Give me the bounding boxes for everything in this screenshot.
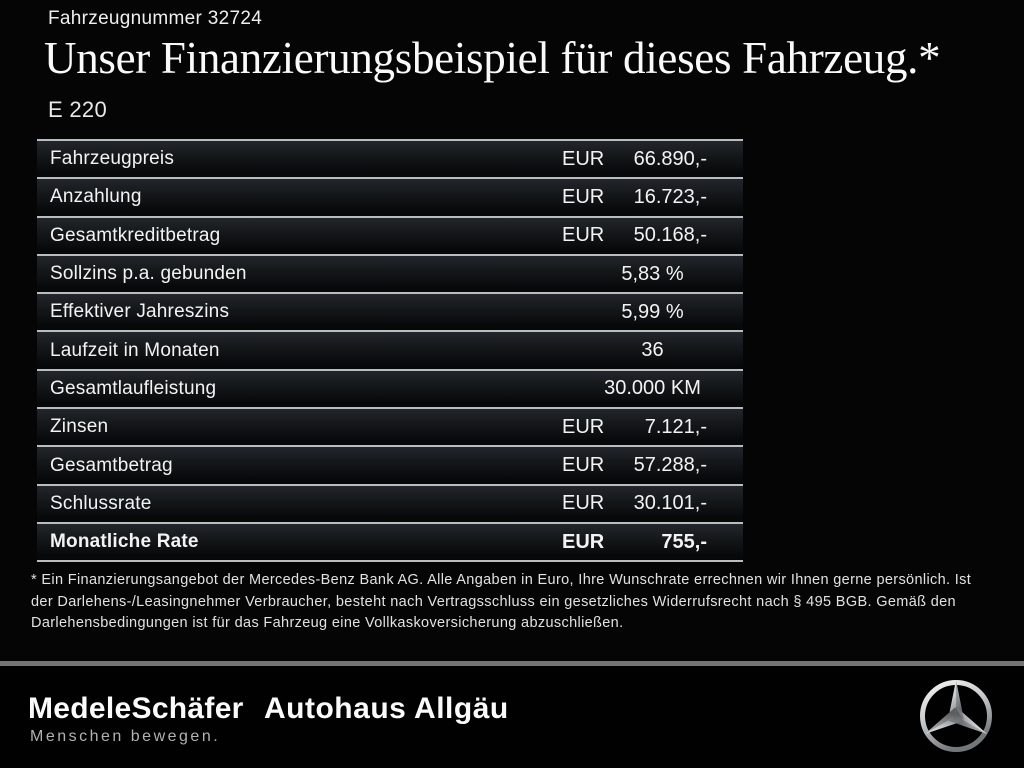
footnote: * Ein Finanzierungsangebot der Mercedes-… bbox=[31, 572, 972, 631]
currency-label: EUR bbox=[562, 185, 605, 208]
row-label: Gesamtbetrag bbox=[50, 454, 173, 476]
row-label: Sollzins p.a. gebunden bbox=[50, 263, 247, 285]
amount-value: 7.121,- bbox=[644, 415, 707, 438]
currency-label: EUR bbox=[562, 415, 605, 438]
currency-label: EUR bbox=[562, 147, 605, 170]
table-row: Schlussrate EUR 30.101,- bbox=[37, 483, 743, 522]
currency-label: EUR bbox=[562, 454, 605, 477]
row-value: EUR 57.288,- bbox=[562, 454, 707, 477]
row-label: Zinsen bbox=[50, 416, 109, 438]
table-row: Fahrzeugpreis EUR 66.890,- bbox=[37, 139, 743, 178]
row-label: Gesamtlaufleistung bbox=[50, 377, 217, 399]
table-row: Zinsen EUR 7.121,- bbox=[37, 407, 743, 446]
row-label: Effektiver Jahreszins bbox=[50, 301, 230, 323]
amount-value: 57.288,- bbox=[633, 454, 707, 477]
row-label: Laufzeit in Monaten bbox=[50, 339, 220, 361]
amount-value: 5,99 % bbox=[621, 300, 684, 323]
currency-label: EUR bbox=[562, 492, 605, 515]
row-value: EUR 50.168,- bbox=[562, 224, 707, 247]
table-row: Anzahlung EUR 16.723,- bbox=[37, 177, 743, 216]
row-value: 30.000 KM bbox=[562, 377, 743, 400]
amount-value: 50.168,- bbox=[633, 224, 707, 247]
table-row: Sollzins p.a. gebunden 5,83 % bbox=[37, 253, 743, 293]
row-label: Schlussrate bbox=[50, 492, 152, 514]
row-label: Monatliche Rate bbox=[50, 531, 199, 553]
amount-value: 30.101,- bbox=[633, 492, 707, 515]
dealer-logo-autohaus-allgaeu: Autohaus Allgäu bbox=[264, 692, 509, 725]
table-row: Monatliche Rate EUR 755,- bbox=[37, 521, 743, 561]
table-row: Laufzeit in Monaten 36 bbox=[37, 330, 743, 369]
row-value: 5,83 % bbox=[562, 263, 743, 286]
currency-label: EUR bbox=[562, 224, 605, 247]
row-value: EUR 755,- bbox=[562, 531, 707, 554]
amount-value: 36 bbox=[641, 339, 664, 362]
table-row: Gesamtkreditbetrag EUR 50.168,- bbox=[37, 215, 743, 254]
amount-value: 16.723,- bbox=[633, 185, 707, 208]
table-row: Gesamtbetrag EUR 57.288,- bbox=[37, 445, 743, 484]
footer: MedeleSchäfer Menschen bewegen. Autohaus… bbox=[0, 666, 1024, 768]
amount-value: 30.000 KM bbox=[604, 377, 701, 400]
currency-label: EUR bbox=[562, 530, 605, 553]
row-value: 36 bbox=[562, 339, 743, 362]
mercedes-star-icon bbox=[920, 680, 992, 752]
row-value: EUR 16.723,- bbox=[562, 186, 707, 209]
row-label: Anzahlung bbox=[50, 186, 142, 208]
amount-value: 755,- bbox=[661, 530, 707, 553]
table-row: Effektiver Jahreszins 5,99 % bbox=[37, 292, 743, 331]
amount-value: 5,83 % bbox=[621, 262, 684, 285]
vehicle-number: Fahrzeugnummer 32724 bbox=[48, 8, 263, 29]
finance-table: Fahrzeugpreis EUR 66.890,- Anzahlung EUR… bbox=[37, 139, 743, 563]
row-label: Gesamtkreditbetrag bbox=[50, 224, 221, 246]
dealer-tagline: Menschen bewegen. bbox=[30, 728, 221, 745]
row-value: EUR 66.890,- bbox=[562, 148, 707, 171]
vehicle-model: E 220 bbox=[48, 97, 107, 122]
row-label: Fahrzeugpreis bbox=[50, 148, 175, 170]
page-title: Unser Finanzierungsbeispiel für dieses F… bbox=[44, 33, 941, 83]
amount-value: 66.890,- bbox=[633, 147, 707, 170]
table-row: Gesamtlaufleistung 30.000 KM bbox=[37, 368, 743, 408]
footer-separator bbox=[0, 661, 1024, 666]
dealer-name: MedeleSchäfer bbox=[28, 692, 244, 725]
row-value: EUR 7.121,- bbox=[562, 416, 707, 439]
row-value: 5,99 % bbox=[562, 301, 743, 324]
row-value: EUR 30.101,- bbox=[562, 492, 707, 515]
